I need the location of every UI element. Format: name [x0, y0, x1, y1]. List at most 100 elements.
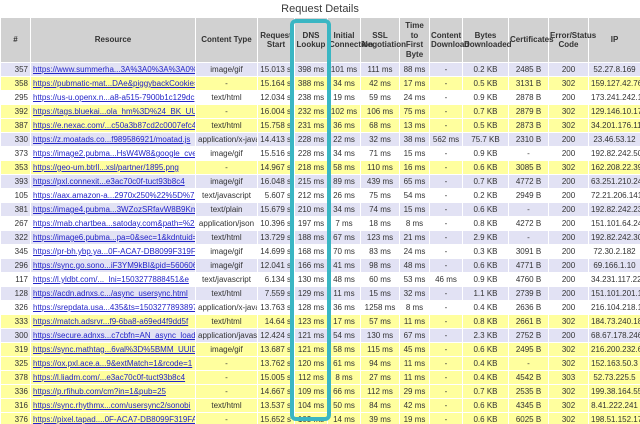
cell-ssl: 27 ms [360, 370, 400, 386]
cell-certs: 4772 B [508, 174, 549, 190]
cell-resource: https://aax.amazon-a...2970x250%22%5D%7D… [30, 188, 196, 204]
cell-num: 319 [0, 342, 31, 358]
cell-bytes: 0.7 KB [462, 104, 509, 120]
cell-ctype: application/javascript [195, 328, 258, 344]
cell-ssl: 75 ms [360, 188, 400, 204]
cell-resource: https://acdn.adnxs.c.../async_usersync.h… [30, 286, 196, 302]
cell-certs: 4760 B [508, 272, 549, 288]
cell-code: 302 [548, 76, 589, 92]
cell-rstart: 12.424 s [257, 328, 295, 344]
cell-resource: https://sync.rhythmx...com/usersync2/son… [30, 398, 196, 414]
column-header-bytes: Bytes Downloaded [462, 16, 512, 64]
resource-link[interactable]: https://ox.pxl.ace.a...9&extMatch=1&rcod… [33, 358, 193, 368]
cell-certs: - [508, 230, 549, 246]
resource-link[interactable]: https://pixel.tapad....0F-ACA7-DB8099F31… [33, 414, 196, 424]
resource-link[interactable]: https://secure.adnxs...c7cbfn=AN_async_l… [33, 330, 196, 340]
cell-init: 19 ms [327, 90, 361, 106]
cell-bytes: 0.9 KB [462, 90, 509, 106]
cell-init: 17 ms [327, 314, 361, 330]
cell-init: 58 ms [327, 160, 361, 176]
cell-ctype: text/plain [195, 202, 258, 218]
cell-ssl: 83 ms [360, 244, 400, 260]
cell-bytes: 0.4 KB [462, 356, 509, 372]
resource-link[interactable]: https://l.yldbt.com/..._lni=150327788845… [33, 274, 189, 284]
cell-init: 14 ms [327, 412, 361, 424]
resource-link[interactable]: https://acdn.adnxs.c.../async_usersync.h… [33, 288, 188, 298]
cell-certs: 2310 B [508, 132, 549, 148]
cell-ctype: image/gif [195, 342, 258, 358]
cell-ctype: image/gif [195, 244, 258, 260]
cell-rstart: 15.005 s [257, 370, 295, 386]
resource-link[interactable]: https://www.summerha...3A%3A0%3A%3A0%3A%… [33, 64, 196, 74]
cell-ttfb: 48 ms [399, 258, 430, 274]
resource-link[interactable]: https://match.adsrvr...f9-6ba8-a69ed4f9d… [33, 316, 189, 326]
resource-link[interactable]: https://mab.chartbea...satoday.com&path=… [33, 218, 196, 228]
cell-bytes: 2.9 KB [462, 230, 509, 246]
cell-ssl: 98 ms [360, 258, 400, 274]
resource-link[interactable]: https://image2.pubma...HsW4W8&google_cve… [33, 148, 196, 158]
resource-link[interactable]: https://us-u.openx.n...a8-a515-7900b1c12… [33, 92, 195, 102]
resource-link[interactable]: https://sync.go.sono...iF3YM9kBI&pid=560… [33, 260, 196, 270]
cell-dns: 128 ms [294, 300, 328, 316]
cell-num: 333 [0, 314, 31, 330]
cell-init: 11 ms [327, 286, 361, 302]
cell-ctype: image/gif [195, 174, 258, 190]
resource-link[interactable]: https://srepdata.usa...435&ts=1503277893… [33, 302, 196, 312]
resource-link[interactable]: https://e.nexac.com/...c50a3b87cd2c0007e… [33, 120, 196, 130]
column-header-rstart: Request Start [257, 16, 295, 64]
cell-bytes: 0.2 KB [462, 188, 509, 204]
cell-ip: 184.73.240.181 [588, 314, 640, 330]
table-row: 392 https://tags.bluekai...ola_hm%3D%24_B… [0, 104, 640, 120]
cell-resource: https://pixel.tapad....0F-ACA7-DB8099F31… [30, 412, 196, 424]
cell-num: 358 [0, 76, 31, 92]
cell-resource: https://tags.bluekai...ola_hm%3D%24_BK_U… [30, 104, 196, 120]
cell-ip: 151.101.64.249 [588, 216, 640, 232]
cell-num: 322 [0, 230, 31, 246]
resource-link[interactable]: https://pxl.connexit...e3ac70c0f-tuct93b… [33, 176, 185, 186]
cell-certs: 2878 B [508, 90, 549, 106]
resource-link[interactable]: https://sync.rhythmx...com/usersync2/son… [33, 400, 191, 410]
cell-cdl: - [429, 202, 463, 218]
resource-link[interactable]: https://l.liadm.com/...e3ac70c0f-tuct93b… [33, 372, 186, 382]
cell-init: 50 ms [327, 398, 361, 414]
resource-link[interactable]: https://aax.amazon-a...2970x250%22%5D%7D… [33, 190, 195, 200]
resource-link[interactable]: https://geo-um.btrll...xsl/partner/1895.… [33, 162, 179, 172]
cell-ctype: text/javascript [195, 188, 258, 204]
table-row: 325 https://ox.pxl.ace.a...9&extMatch=1&r… [0, 356, 640, 372]
cell-certs: - [508, 146, 549, 162]
cell-ssl: 18 ms [360, 216, 400, 232]
column-header-ip: IP [588, 16, 640, 64]
cell-ip: 129.146.10.170 [588, 104, 640, 120]
cell-dns: 120 ms [294, 356, 328, 372]
resource-link[interactable]: https://p.rfihub.com/cm?in=1&pub=25 [33, 386, 166, 396]
resource-link[interactable]: https://image4.pubma...3WZozSRfavW8B9KmX… [33, 204, 195, 214]
cell-rstart: 12.041 s [257, 258, 295, 274]
cell-certs: 2752 B [508, 328, 549, 344]
cell-bytes: 0.9 KB [462, 272, 509, 288]
resource-link[interactable]: https://image6.pubma...pa=0&sec=1&kdntui… [33, 232, 196, 242]
cell-bytes: 1.1 KB [462, 286, 509, 302]
resource-link[interactable]: https://sync.mathtag...6val%3D%5BMM_UUID… [33, 344, 195, 354]
resource-link[interactable]: https://z.moatads.co...f989586921/moatad… [33, 134, 191, 144]
cell-rstart: 6.134 s [257, 272, 295, 288]
cell-ip: 34.201.176.11 [588, 118, 640, 134]
cell-rstart: 13.729 s [257, 230, 295, 246]
resource-link[interactable]: https://tags.bluekai...ola_hm%3D%24_BK_U… [33, 106, 196, 116]
cell-code: 302 [548, 356, 589, 372]
cell-code: 200 [548, 272, 589, 288]
cell-ttfb: 13 ms [399, 118, 430, 134]
resource-link[interactable]: https://pubmatic-mat...DAe&piggybackCook… [33, 78, 196, 88]
cell-ttfb: 65 ms [399, 174, 430, 190]
cell-code: 200 [548, 90, 589, 106]
cell-dns: 398 ms [294, 62, 328, 78]
resource-link[interactable]: https://pr-bh.ybp.ya...0F-ACA7-DB8099F31… [33, 246, 196, 256]
cell-num: 353 [0, 160, 31, 176]
cell-code: 200 [548, 230, 589, 246]
request-details-table: # Resource Content Type Request Start DNS Lo… [0, 16, 640, 424]
cell-cdl: - [429, 398, 463, 414]
cell-certs: 4272 B [508, 216, 549, 232]
cell-cdl: - [429, 104, 463, 120]
cell-ssl: 106 ms [360, 104, 400, 120]
table-row: 330 https://z.moatads.co...f989586921/moa… [0, 132, 640, 148]
cell-ctype: - [195, 370, 258, 386]
